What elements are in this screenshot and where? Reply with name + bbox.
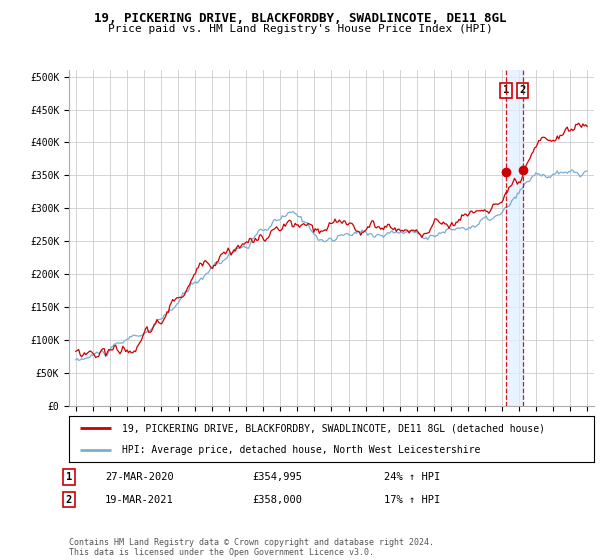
- Text: 17% ↑ HPI: 17% ↑ HPI: [384, 494, 440, 505]
- Text: £354,995: £354,995: [252, 472, 302, 482]
- Bar: [506, 70, 523, 406]
- Text: Contains HM Land Registry data © Crown copyright and database right 2024.
This d: Contains HM Land Registry data © Crown c…: [69, 538, 434, 557]
- Text: 1: 1: [66, 472, 72, 482]
- Text: 19, PICKERING DRIVE, BLACKFORDBY, SWADLINCOTE, DE11 8GL (detached house): 19, PICKERING DRIVE, BLACKFORDBY, SWADLI…: [121, 423, 545, 433]
- Text: 1: 1: [503, 85, 509, 95]
- Text: 19-MAR-2021: 19-MAR-2021: [105, 494, 174, 505]
- Text: HPI: Average price, detached house, North West Leicestershire: HPI: Average price, detached house, Nort…: [121, 445, 480, 455]
- Text: 19, PICKERING DRIVE, BLACKFORDBY, SWADLINCOTE, DE11 8GL: 19, PICKERING DRIVE, BLACKFORDBY, SWADLI…: [94, 12, 506, 25]
- Text: £358,000: £358,000: [252, 494, 302, 505]
- Text: 2: 2: [520, 85, 526, 95]
- Text: 27-MAR-2020: 27-MAR-2020: [105, 472, 174, 482]
- Text: 2: 2: [66, 494, 72, 505]
- Text: Price paid vs. HM Land Registry's House Price Index (HPI): Price paid vs. HM Land Registry's House …: [107, 24, 493, 34]
- Text: 24% ↑ HPI: 24% ↑ HPI: [384, 472, 440, 482]
